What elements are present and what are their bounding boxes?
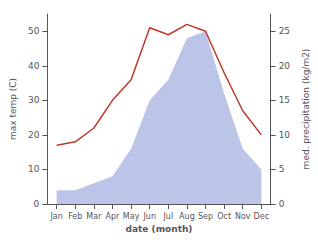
svg-text:40: 40 xyxy=(28,61,40,71)
svg-text:25: 25 xyxy=(279,26,290,36)
svg-text:Jan: Jan xyxy=(49,212,62,221)
svg-text:30: 30 xyxy=(28,95,40,105)
svg-text:May: May xyxy=(123,212,140,221)
svg-text:Dec: Dec xyxy=(254,212,269,221)
svg-text:0: 0 xyxy=(34,199,40,209)
svg-text:Oct: Oct xyxy=(217,212,231,221)
svg-text:10: 10 xyxy=(279,130,291,140)
svg-text:20: 20 xyxy=(28,130,40,140)
svg-text:Jul: Jul xyxy=(162,212,173,221)
svg-text:50: 50 xyxy=(28,26,40,36)
svg-text:Feb: Feb xyxy=(68,212,82,221)
svg-text:Nov: Nov xyxy=(235,212,251,221)
svg-text:20: 20 xyxy=(279,61,291,71)
svg-text:Sep: Sep xyxy=(198,212,213,221)
svg-text:Apr: Apr xyxy=(106,212,121,221)
svg-text:Jun: Jun xyxy=(142,212,156,221)
svg-text:Aug: Aug xyxy=(179,212,195,221)
svg-text:0: 0 xyxy=(279,199,285,209)
svg-text:15: 15 xyxy=(279,95,290,105)
svg-text:5: 5 xyxy=(279,164,285,174)
svg-text:med. precipitation (kg/m2): med. precipitation (kg/m2) xyxy=(301,49,311,170)
svg-text:10: 10 xyxy=(28,164,40,174)
svg-text:date (month): date (month) xyxy=(126,224,193,234)
svg-text:Mar: Mar xyxy=(86,212,102,221)
svg-text:max temp (C): max temp (C) xyxy=(8,78,18,140)
